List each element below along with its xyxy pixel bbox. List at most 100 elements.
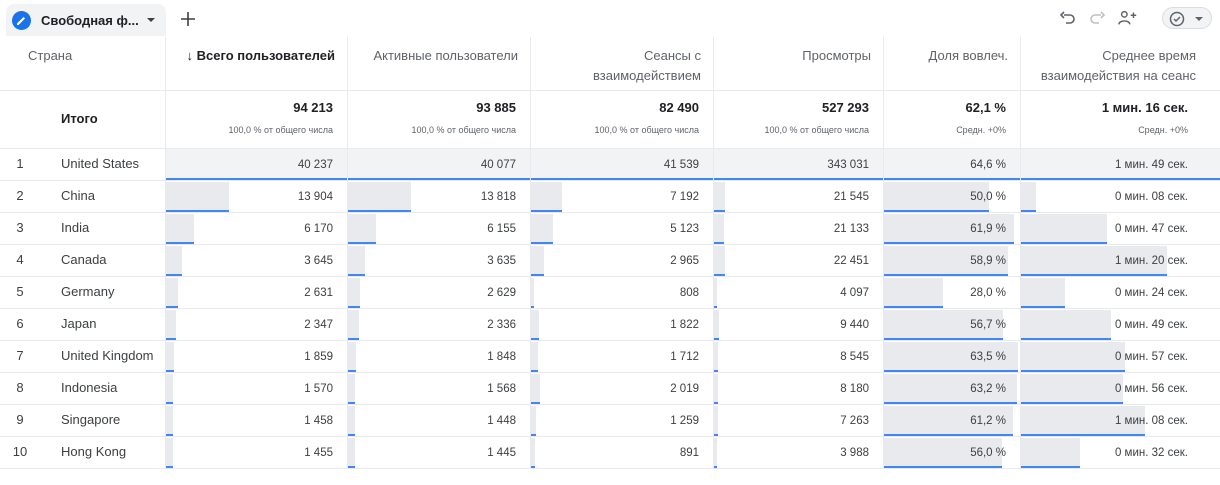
cell-avg-time: 0 мин. 24 сек. (1114, 287, 1188, 299)
value-bar (1021, 310, 1111, 340)
share-people-icon[interactable] (1118, 8, 1138, 28)
divider (0, 340, 1220, 341)
cell-avg-time: 0 мин. 47 сек. (1114, 223, 1188, 235)
table-row[interactable]: 2 347 2 336 1 822 9 440 56,7 % 0 мин. 49 сек.… (0, 309, 1220, 341)
value-bar-line (884, 210, 989, 212)
row-index: 10 (12, 444, 28, 459)
total-users-sub: 100,0 % от общего числа (228, 125, 334, 135)
value-bar-line (714, 434, 718, 436)
value-bar (884, 182, 989, 212)
cell-active: 6 155 (487, 223, 516, 235)
total-views-value: 527 293 (822, 100, 869, 115)
value-bar-line (1021, 402, 1123, 404)
value-bar-line (1021, 466, 1080, 468)
row-country[interactable]: Canada (61, 252, 107, 267)
value-bar (348, 182, 411, 212)
divider (0, 90, 1220, 91)
row-country[interactable]: United Kingdom (61, 348, 154, 363)
cell-sessions: 7 192 (670, 191, 699, 203)
value-bar-line (531, 306, 534, 308)
undo-icon[interactable] (1058, 8, 1078, 28)
divider (0, 212, 1220, 213)
value-bar-line (348, 242, 376, 244)
header-label: ↓ Всего пользователей (186, 48, 335, 63)
cell-views: 9 440 (840, 319, 869, 331)
row-country[interactable]: Japan (61, 316, 97, 331)
total-sessions-value: 82 490 (659, 100, 699, 115)
value-bar (1021, 246, 1167, 276)
header-country[interactable]: Страна (0, 37, 165, 90)
divider (0, 180, 1220, 181)
value-bar-line (531, 178, 713, 180)
value-bar (166, 182, 229, 212)
total-engagement-value: 62,1 % (965, 100, 1006, 115)
redo-icon[interactable] (1087, 8, 1107, 28)
divider (0, 436, 1220, 437)
value-bar (348, 374, 355, 404)
table-row[interactable]: 1 455 1 445 891 3 988 56,0 % 0 мин. 32 сек. 10… (0, 437, 1220, 469)
value-bar-line (1021, 306, 1065, 308)
pencil-icon (12, 11, 31, 30)
table-row[interactable]: 1 458 1 448 1 259 7 263 61,2 % 1 мин. 08 сек.… (0, 405, 1220, 437)
cell-engagement: 56,7 % (970, 319, 1006, 331)
table-row[interactable]: 2 631 2 629 808 4 097 28,0 % 0 мин. 24 сек. 5 G… (0, 277, 1220, 309)
row-country[interactable]: India (61, 220, 90, 235)
value-bar-line (531, 210, 562, 212)
value-bar (166, 406, 173, 436)
cell-engagement: 56,0 % (970, 447, 1006, 459)
header-engagement-rate[interactable]: Доля вовлеч. (883, 37, 1020, 90)
column-divider (165, 37, 166, 469)
chevron-down-icon[interactable] (144, 13, 158, 27)
table-row[interactable]: 1 859 1 848 1 712 8 545 63,5 % 0 мин. 57 сек.… (0, 341, 1220, 373)
row-country[interactable]: Singapore (61, 412, 121, 427)
value-bar-line (714, 274, 725, 276)
row-country[interactable]: Germany (61, 284, 115, 299)
table-row[interactable]: 1 570 1 568 2 019 8 180 63,2 % 0 мин. 56 сек.… (0, 373, 1220, 405)
value-bar (714, 182, 725, 212)
status-dropdown[interactable] (1162, 7, 1212, 29)
table-row[interactable]: 40 237 40 077 41 539 343 031 64,6 % 1 мин. 49… (0, 149, 1220, 181)
value-bar (714, 374, 718, 404)
header-engaged-sessions[interactable]: Сеансы с взаимодействием (530, 37, 713, 90)
header-total-users[interactable]: ↓ Всего пользователей (165, 37, 347, 90)
table-row[interactable]: 6 170 6 155 5 123 21 133 61,9 % 0 мин. 47 сек… (0, 213, 1220, 245)
value-bar (348, 438, 355, 468)
cell-engagement: 63,2 % (970, 383, 1006, 395)
header-avg-engagement-time[interactable]: Среднее время взаимодействия на сеанс (1020, 37, 1208, 90)
row-country[interactable]: Indonesia (61, 380, 118, 395)
check-circle-icon (1169, 11, 1185, 27)
value-bar (348, 246, 365, 276)
value-bar-line (348, 466, 355, 468)
cell-sessions: 808 (679, 287, 699, 299)
value-bar-line (166, 306, 178, 308)
row-country[interactable]: United States (61, 156, 140, 171)
value-bar-line (714, 306, 717, 308)
row-country[interactable]: Hong Kong (61, 444, 127, 459)
value-bar-line (714, 370, 718, 372)
value-bar-line (348, 370, 356, 372)
total-sessions-sub: 100,0 % от общего числа (594, 125, 700, 135)
cell-sessions: 1 259 (670, 415, 699, 427)
table-row[interactable]: 13 904 13 818 7 192 21 545 50,0 % 0 мин. 08 с… (0, 181, 1220, 213)
add-tab-button[interactable] (177, 8, 199, 30)
column-divider (883, 37, 884, 469)
table-row[interactable]: 3 645 3 635 2 965 22 451 58,9 % 1 мин. 20 сек… (0, 245, 1220, 277)
total-avg-time-value: 1 мин. 16 сек. (1101, 100, 1188, 115)
tab-free-form[interactable]: Свободная ф... (6, 4, 166, 36)
value-bar-line (884, 306, 943, 308)
header-views[interactable]: Просмотры (713, 37, 883, 90)
cell-active: 2 629 (487, 287, 516, 299)
column-divider (530, 37, 531, 469)
header-active-users[interactable]: Активные пользователи (347, 37, 530, 90)
value-bar-line (1021, 338, 1111, 340)
cell-active: 1 445 (487, 447, 516, 459)
cell-sessions: 2 965 (670, 255, 699, 267)
value-bar (531, 278, 534, 308)
row-country[interactable]: China (61, 188, 95, 203)
value-bar (166, 246, 182, 276)
value-bar-line (714, 210, 725, 212)
value-bar-line (714, 178, 883, 180)
value-bar-line (1021, 210, 1036, 212)
cell-engagement: 50,0 % (970, 191, 1006, 203)
value-bar-line (884, 242, 1014, 244)
